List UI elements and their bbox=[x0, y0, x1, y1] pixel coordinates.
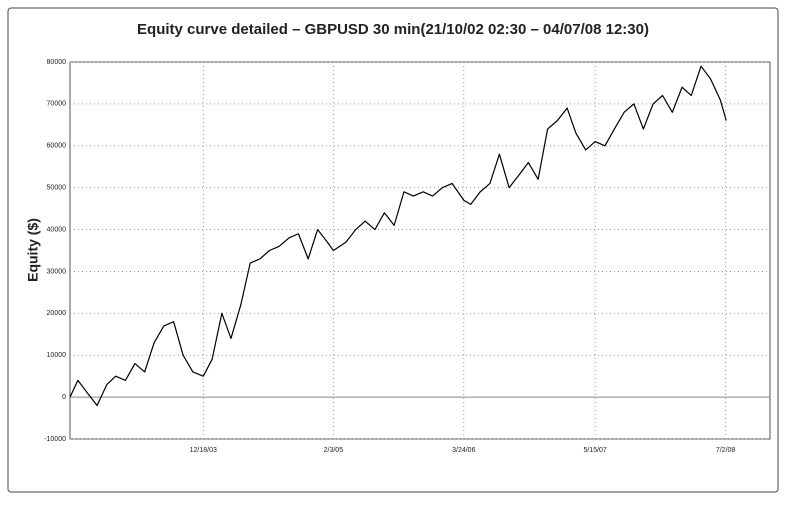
y-tick-label: -10000 bbox=[44, 436, 66, 443]
y-tick-label: 70000 bbox=[47, 101, 67, 108]
x-tick-label: 12/18/03 bbox=[190, 447, 217, 454]
chart-title: Equity curve detailed – GBPUSD 30 min(21… bbox=[137, 21, 649, 38]
y-tick-label: 80000 bbox=[47, 59, 67, 66]
x-tick-label: 7/2/08 bbox=[716, 447, 736, 454]
y-axis-label: Equity ($) bbox=[25, 218, 41, 282]
y-tick-label: 40000 bbox=[47, 226, 67, 233]
x-tick-label: 5/15/07 bbox=[583, 447, 606, 454]
equity-line bbox=[69, 65, 727, 407]
y-tick-label: 10000 bbox=[47, 352, 67, 359]
x-tick-label: 3/24/06 bbox=[452, 447, 475, 454]
y-tick-label: 0 bbox=[62, 394, 66, 401]
y-tick-label: 30000 bbox=[47, 268, 67, 275]
frame bbox=[7, 7, 779, 493]
y-tick-label: 60000 bbox=[47, 143, 67, 150]
y-tick-label: 50000 bbox=[47, 185, 67, 192]
x-tick-label: 2/3/05 bbox=[324, 447, 344, 454]
y-tick-label: 20000 bbox=[47, 310, 67, 317]
plot-area bbox=[69, 61, 771, 440]
